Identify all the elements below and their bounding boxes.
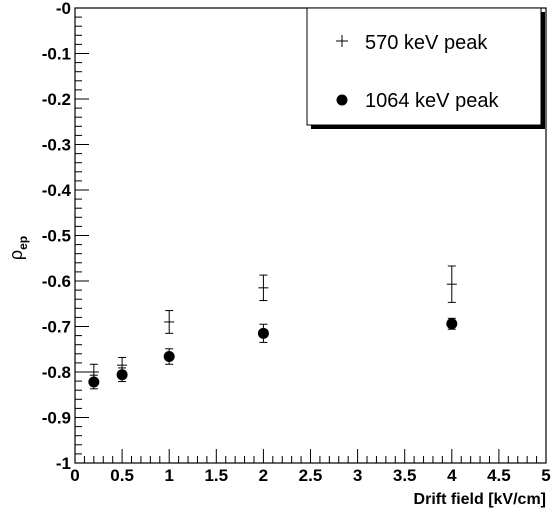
y-axis-title: ρep <box>6 236 30 260</box>
y-tick-label: -0.6 <box>42 272 71 291</box>
x-tick-label: 3.5 <box>393 466 417 485</box>
circle-marker <box>446 318 458 330</box>
x-tick-label: 4 <box>447 466 457 485</box>
x-tick-label: 1.5 <box>204 466 228 485</box>
circle-marker <box>257 327 269 339</box>
x-axis-title: Drift field [kV/cm] <box>414 491 546 508</box>
y-tick-label: -0.7 <box>42 318 71 337</box>
y-tick-label: -1 <box>56 454 71 473</box>
y-tick-label: -0.2 <box>42 90 71 109</box>
x-tick-label: 4.5 <box>487 466 511 485</box>
x-tick-label: 0 <box>70 466 79 485</box>
x-tick-label: 2 <box>259 466 268 485</box>
y-tick-label: -0 <box>56 0 71 18</box>
y-tick-label: -0.3 <box>42 136 71 155</box>
legend-circle-marker <box>336 94 348 106</box>
legend-box <box>306 7 542 126</box>
legend-label: 1064 keV peak <box>365 90 499 112</box>
legend-label: 570 keV peak <box>365 32 488 54</box>
x-tick-label: 1 <box>164 466 173 485</box>
circle-marker <box>163 351 175 363</box>
y-tick-label: -0.1 <box>42 45 71 64</box>
y-tick-label: -0.5 <box>42 227 71 246</box>
circle-marker <box>116 369 128 381</box>
y-tick-label: -0.4 <box>42 181 72 200</box>
y-tick-label: -0.9 <box>42 409 71 428</box>
x-tick-label: 3 <box>353 466 362 485</box>
y-tick-label: -0.8 <box>42 363 71 382</box>
x-tick-label: 5 <box>541 466 550 485</box>
y-axis-title-subscript: ep <box>16 236 30 250</box>
circle-marker <box>88 376 100 388</box>
y-axis-title-symbol: ρ <box>6 250 26 260</box>
x-tick-label: 2.5 <box>299 466 323 485</box>
x-tick-label: 0.5 <box>110 466 134 485</box>
